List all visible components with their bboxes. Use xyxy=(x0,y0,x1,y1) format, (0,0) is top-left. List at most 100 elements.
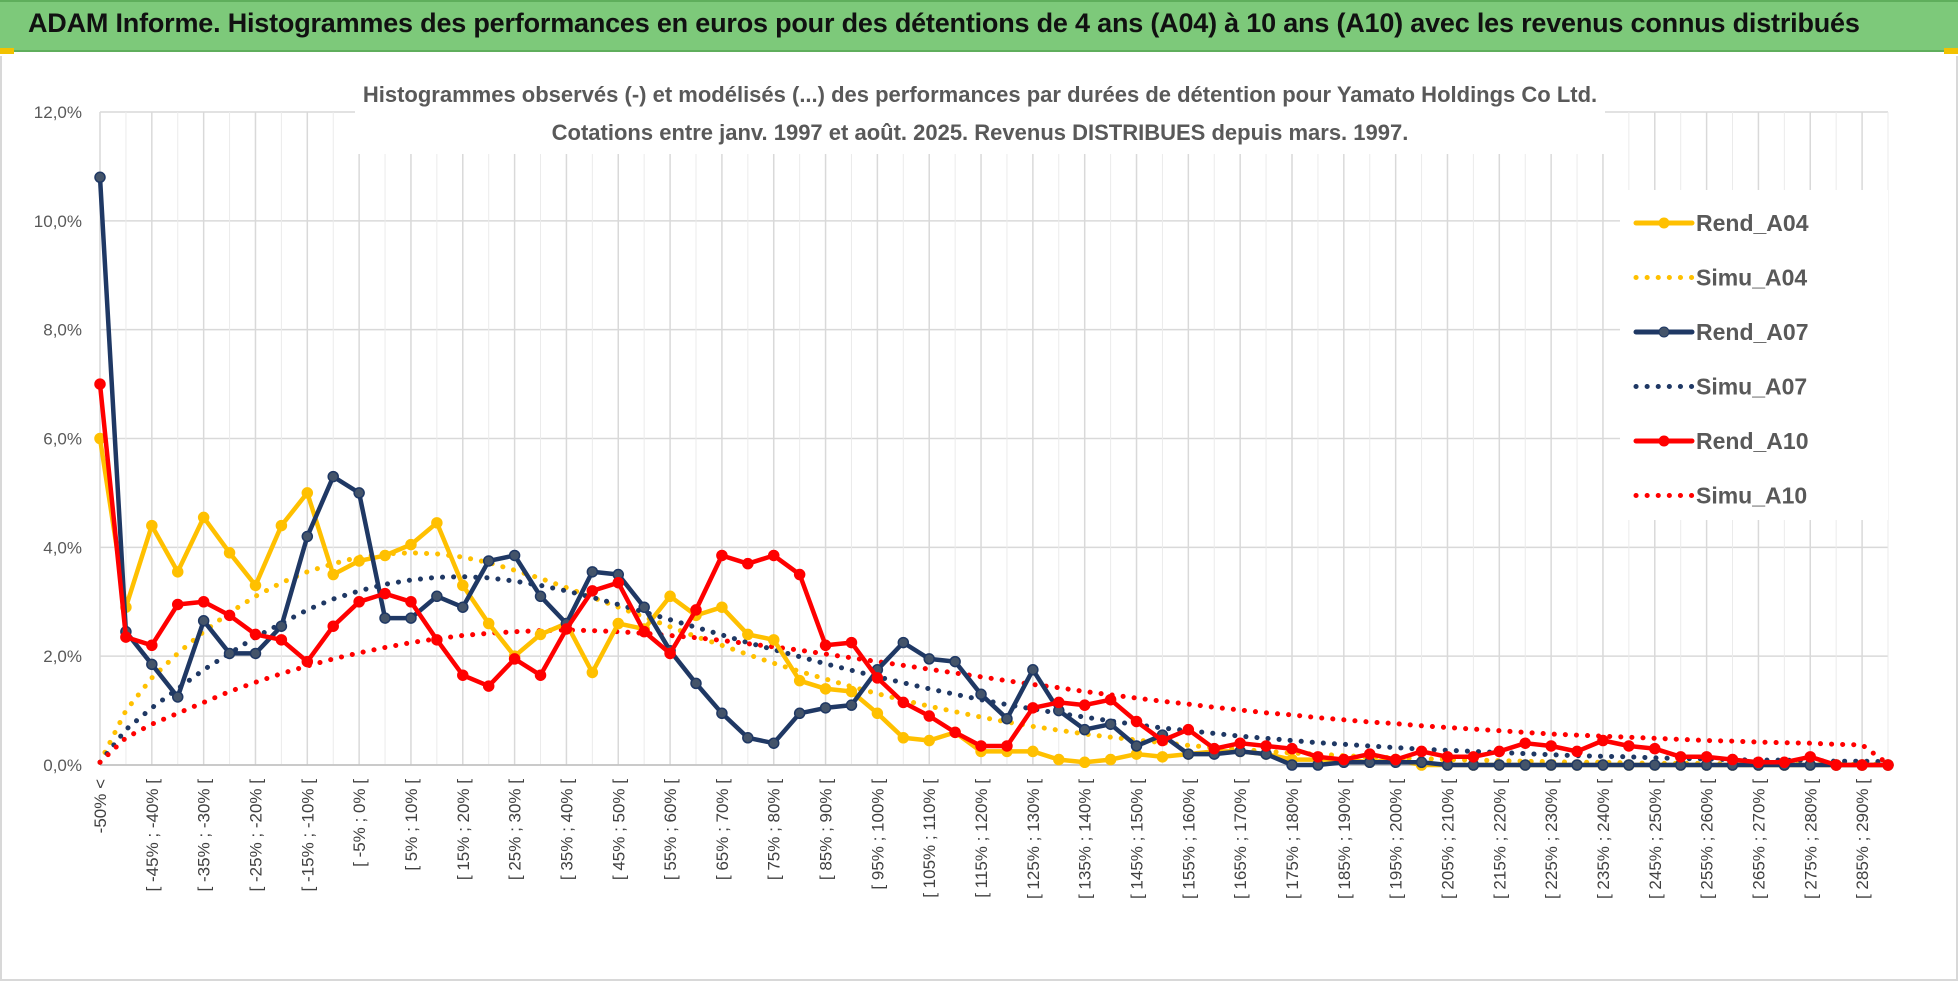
y-axis-ticks: 0,0% 2,0% 4,0% 6,0% 8,0% 10,0% 12,0% xyxy=(34,103,82,775)
data-point-Rend_A04 xyxy=(586,666,599,679)
data-point-Rend_A07 xyxy=(1078,723,1091,736)
legend-label-Simu_A04: Simu_A04 xyxy=(1696,265,1807,291)
data-point-Rend_A07 xyxy=(1104,718,1117,730)
chart-title: Histogrammes observés (-) et modélisés (… xyxy=(363,82,1597,107)
data-point-Rend_A04 xyxy=(612,617,625,630)
data-point-Rend_A07 xyxy=(690,677,702,690)
data-point-Rend_A07 xyxy=(405,612,417,624)
data-point-Rend_A07 xyxy=(716,707,728,720)
data-point-Rend_A07 xyxy=(1519,759,1531,771)
data-point-Rend_A07 xyxy=(1415,756,1428,769)
x-tick-label: [ -15% ; -10% [ xyxy=(298,779,317,892)
data-point-Rend_A10 xyxy=(353,596,365,608)
legend-marker-Rend_A07 xyxy=(1658,326,1670,338)
x-tick-label: [ 255% ; 260% [ xyxy=(1698,779,1717,899)
legend: Rend_A04 Simu_A04 Rend_A07 Simu_A07 Rend_A10… xyxy=(1620,190,1888,520)
data-point-Rend_A07 xyxy=(1571,759,1583,771)
legend-label-Rend_A07: Rend_A07 xyxy=(1696,319,1808,345)
x-tick-label: -50% < xyxy=(91,779,110,833)
x-tick-label: [ 45% ; 50% [ xyxy=(609,779,628,880)
data-point-Rend_A10 xyxy=(819,639,832,652)
data-point-Rend_A07 xyxy=(638,601,650,613)
data-point-Rend_A07 xyxy=(482,555,495,567)
data-point-Rend_A07 xyxy=(353,487,365,499)
data-point-Rend_A07 xyxy=(793,707,806,720)
data-point-Rend_A10 xyxy=(1700,751,1713,763)
data-point-Rend_A10 xyxy=(1027,702,1039,714)
series-Rend_A10 xyxy=(94,378,1894,771)
data-point-Rend_A07 xyxy=(1182,748,1195,760)
data-point-Rend_A10 xyxy=(1001,740,1013,752)
data-point-Rend_A10 xyxy=(431,634,443,646)
gridlines xyxy=(99,111,1889,766)
data-point-Rend_A07 xyxy=(379,612,391,624)
data-point-Rend_A07 xyxy=(457,601,469,613)
data-point-Rend_A10 xyxy=(1830,759,1842,771)
data-point-Rend_A10 xyxy=(897,696,910,709)
data-point-Rend_A07 xyxy=(223,647,236,660)
data-point-Rend_A10 xyxy=(223,609,236,622)
data-point-Rend_A07 xyxy=(275,620,288,632)
data-point-Rend_A04 xyxy=(353,555,365,567)
data-point-Rend_A07 xyxy=(94,171,106,184)
data-point-Rend_A04 xyxy=(716,601,728,613)
data-point-Rend_A04 xyxy=(327,568,339,581)
data-point-Rend_A07 xyxy=(301,530,314,543)
data-point-Rend_A04 xyxy=(793,674,806,687)
data-point-Rend_A04 xyxy=(379,549,391,562)
data-point-Rend_A10 xyxy=(1260,740,1272,752)
legend-label-Rend_A10: Rend_A10 xyxy=(1696,428,1808,454)
data-point-Rend_A10 xyxy=(1493,745,1506,758)
data-point-Rend_A04 xyxy=(223,547,236,559)
data-point-Rend_A10 xyxy=(975,740,987,752)
data-point-Rend_A07 xyxy=(923,653,935,665)
data-point-Rend_A04 xyxy=(819,683,832,695)
x-tick-label: [ 205% ; 210% [ xyxy=(1438,779,1457,899)
data-point-Rend_A10 xyxy=(1363,748,1376,760)
data-point-Rend_A10 xyxy=(949,726,961,739)
y-tick-label: 0,0% xyxy=(43,756,82,775)
x-tick-label: [ 145% ; 150% [ xyxy=(1128,779,1147,899)
x-tick-label: [ 115% ; 120% [ xyxy=(972,779,991,898)
data-point-Rend_A04 xyxy=(923,734,935,747)
data-point-Rend_A10 xyxy=(1726,753,1739,766)
y-tick-label: 12,0% xyxy=(34,103,82,122)
x-tick-label: [ 175% ; 180% [ xyxy=(1283,779,1302,899)
series-line-Simu_A07 xyxy=(97,574,1891,765)
data-point-Rend_A07 xyxy=(897,636,910,649)
data-point-Rend_A10 xyxy=(482,680,495,692)
x-tick-label: [ 95% ; 100% [ xyxy=(868,779,887,890)
data-point-Rend_A10 xyxy=(1778,756,1791,769)
data-point-Rend_A10 xyxy=(1182,723,1195,736)
data-point-Rend_A07 xyxy=(1001,712,1013,725)
title-background xyxy=(355,76,1605,154)
x-tick-label: [ 85% ; 90% [ xyxy=(817,779,836,880)
data-point-Rend_A10 xyxy=(767,549,780,562)
data-point-Rend_A04 xyxy=(457,579,469,592)
data-point-Rend_A10 xyxy=(1519,737,1531,749)
data-point-Rend_A04 xyxy=(1078,756,1091,769)
data-point-Rend_A10 xyxy=(1312,751,1324,763)
data-point-Rend_A10 xyxy=(1053,696,1065,709)
data-point-Rend_A07 xyxy=(146,658,158,671)
data-point-Rend_A07 xyxy=(197,615,210,627)
x-tick-label: [ 285% ; 290% [ xyxy=(1853,779,1872,899)
series-Simu_A10 xyxy=(97,627,1891,767)
x-tick-label: [ 185% ; 190% [ xyxy=(1335,779,1354,899)
data-point-Rend_A07 xyxy=(742,732,754,744)
data-point-Rend_A10 xyxy=(534,669,547,681)
data-point-Rend_A07 xyxy=(327,470,339,483)
data-point-Rend_A10 xyxy=(1571,745,1583,758)
x-tick-label: [ 225% ; 230% [ xyxy=(1542,779,1561,899)
data-point-Rend_A10 xyxy=(793,568,806,581)
data-point-Rend_A10 xyxy=(1441,751,1454,763)
data-point-Rend_A07 xyxy=(249,647,262,660)
x-tick-label: [ -5% ; 0% [ xyxy=(350,779,369,867)
x-tick-label: [ 265% ; 270% [ xyxy=(1749,779,1768,899)
data-point-Rend_A07 xyxy=(171,691,184,703)
series-line-Simu_A04 xyxy=(97,550,1891,767)
legend-label-Simu_A07: Simu_A07 xyxy=(1696,374,1807,400)
y-tick-label: 4,0% xyxy=(43,538,82,557)
data-point-Rend_A04 xyxy=(871,707,884,720)
x-tick-label: [ 55% ; 60% [ xyxy=(661,779,680,880)
